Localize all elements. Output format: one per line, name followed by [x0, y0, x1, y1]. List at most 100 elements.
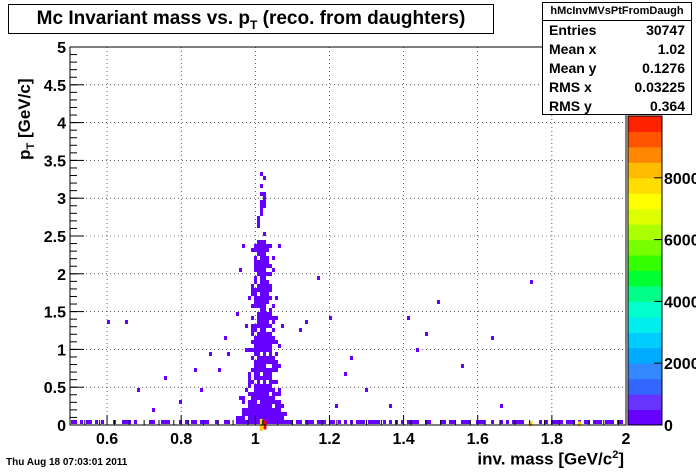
heatmap-cell — [263, 324, 266, 328]
heatmap-cell — [254, 388, 257, 392]
heatmap-cell — [137, 388, 140, 392]
stats-row-rms-x: RMS x 0.03225 — [549, 79, 685, 95]
heatmap-cell — [266, 324, 269, 328]
heatmap-cell — [191, 420, 194, 424]
heatmap-cell — [278, 388, 281, 392]
heatmap-cell — [152, 420, 155, 424]
heatmap-cell — [257, 420, 260, 424]
heatmap-cell — [263, 292, 266, 296]
heatmap-cell — [266, 388, 269, 392]
heatmap-cell — [263, 284, 266, 288]
heatmap-cell — [317, 420, 320, 424]
heatmap-cell — [263, 412, 266, 416]
heatmap-cell — [149, 420, 152, 424]
heatmap-cell — [344, 372, 347, 376]
heatmap-cell — [278, 244, 281, 248]
heatmap-cell — [272, 416, 275, 420]
heatmap-cell — [554, 420, 557, 424]
heatmap-cell — [272, 268, 275, 272]
heatmap-cell — [263, 252, 266, 256]
heatmap-cell — [260, 300, 263, 304]
heatmap-cell — [80, 420, 83, 424]
heatmap-cell — [179, 420, 182, 424]
stats-row-mean-y: Mean y 0.1276 — [549, 60, 685, 76]
heatmap-cell — [257, 248, 260, 252]
heatmap-cell — [299, 328, 302, 332]
heatmap-cell — [257, 372, 260, 376]
heatmap-cell — [515, 420, 518, 424]
heatmap-cell — [263, 268, 266, 272]
heatmap-cell — [356, 420, 359, 424]
heatmap-cell — [566, 420, 569, 424]
heatmap-cell — [248, 376, 251, 380]
heatmap-cell — [269, 264, 272, 268]
heatmap-cell — [251, 248, 254, 252]
heatmap-cell — [263, 296, 266, 300]
y-tick-label: 1.5 — [44, 305, 66, 322]
heatmap-cell — [266, 396, 269, 400]
heatmap-cell — [440, 420, 443, 424]
heatmap-cell — [266, 356, 269, 360]
heatmap-cell — [260, 312, 263, 316]
palette-swatch — [628, 316, 662, 333]
heatmap-cell — [257, 272, 260, 276]
heatmap-cell — [266, 296, 269, 300]
heatmap-cell — [287, 420, 290, 424]
heatmap-cell — [248, 400, 251, 404]
heatmap-cell — [257, 320, 260, 324]
y-tick-label: 3 — [57, 191, 66, 208]
heatmap-cell — [266, 348, 269, 352]
heatmap-cell — [272, 328, 275, 332]
heatmap-cell — [620, 420, 623, 424]
heatmap-cell — [413, 420, 416, 424]
heatmap-cell — [266, 284, 269, 288]
heatmap-cell — [260, 360, 263, 364]
heatmap-cell — [491, 336, 494, 340]
heatmap-cell — [272, 360, 275, 364]
heatmap-cell — [254, 304, 257, 308]
heatmap-cell — [257, 336, 260, 340]
heatmap-cell — [260, 172, 263, 176]
heatmap-cell — [260, 408, 263, 412]
heatmap-cell — [596, 420, 599, 424]
heatmap-cell — [329, 420, 332, 424]
y-axis: 0 0.5 1 1.5 2 2.5 3 3.5 4 4.5 5 — [44, 40, 84, 435]
heatmap-cell — [272, 356, 275, 360]
heatmap-cell — [224, 336, 227, 340]
heatmap-cell — [278, 364, 281, 368]
heatmap-cell — [251, 412, 254, 416]
heatmap-cell — [152, 408, 155, 412]
heatmap-cell — [284, 412, 287, 416]
heatmap-cell — [389, 420, 392, 424]
palette-tick-label: 2000 — [664, 356, 696, 373]
heatmap-cell — [254, 360, 257, 364]
heatmap-cell — [593, 420, 596, 424]
heatmap-cell — [278, 404, 281, 408]
heatmap-cell — [254, 264, 257, 268]
heatmap-cell — [545, 420, 548, 424]
heatmap-cell — [272, 392, 275, 396]
heatmap-cell — [251, 324, 254, 328]
heatmap-cell — [269, 380, 272, 384]
heatmap-cell — [254, 376, 257, 380]
x-tick-label: 0.8 — [170, 431, 192, 448]
heatmap-cell — [257, 260, 260, 264]
heatmap-cell — [506, 420, 509, 424]
timestamp: Thu Aug 18 07:03:01 2011 — [6, 457, 128, 468]
heatmap-cell — [263, 300, 266, 304]
y-tick-label: 2 — [57, 267, 66, 284]
heatmap-cell — [254, 344, 257, 348]
chart-title: Mc Invariant mass vs. pT (reco. from dau… — [8, 4, 494, 34]
heatmap-cell — [254, 400, 257, 404]
heatmap-cell — [257, 324, 260, 328]
heatmap-cell — [266, 292, 269, 296]
palette-swatch — [628, 146, 662, 163]
x-tick-label: 1.8 — [541, 431, 563, 448]
heatmap-cell — [335, 404, 338, 408]
heatmap-cell — [272, 388, 275, 392]
heatmap-cell — [260, 304, 263, 308]
heatmap-cell — [260, 240, 263, 244]
heatmap-cell — [239, 420, 242, 424]
heatmap-cell — [257, 348, 260, 352]
heatmap-cell — [311, 420, 314, 424]
